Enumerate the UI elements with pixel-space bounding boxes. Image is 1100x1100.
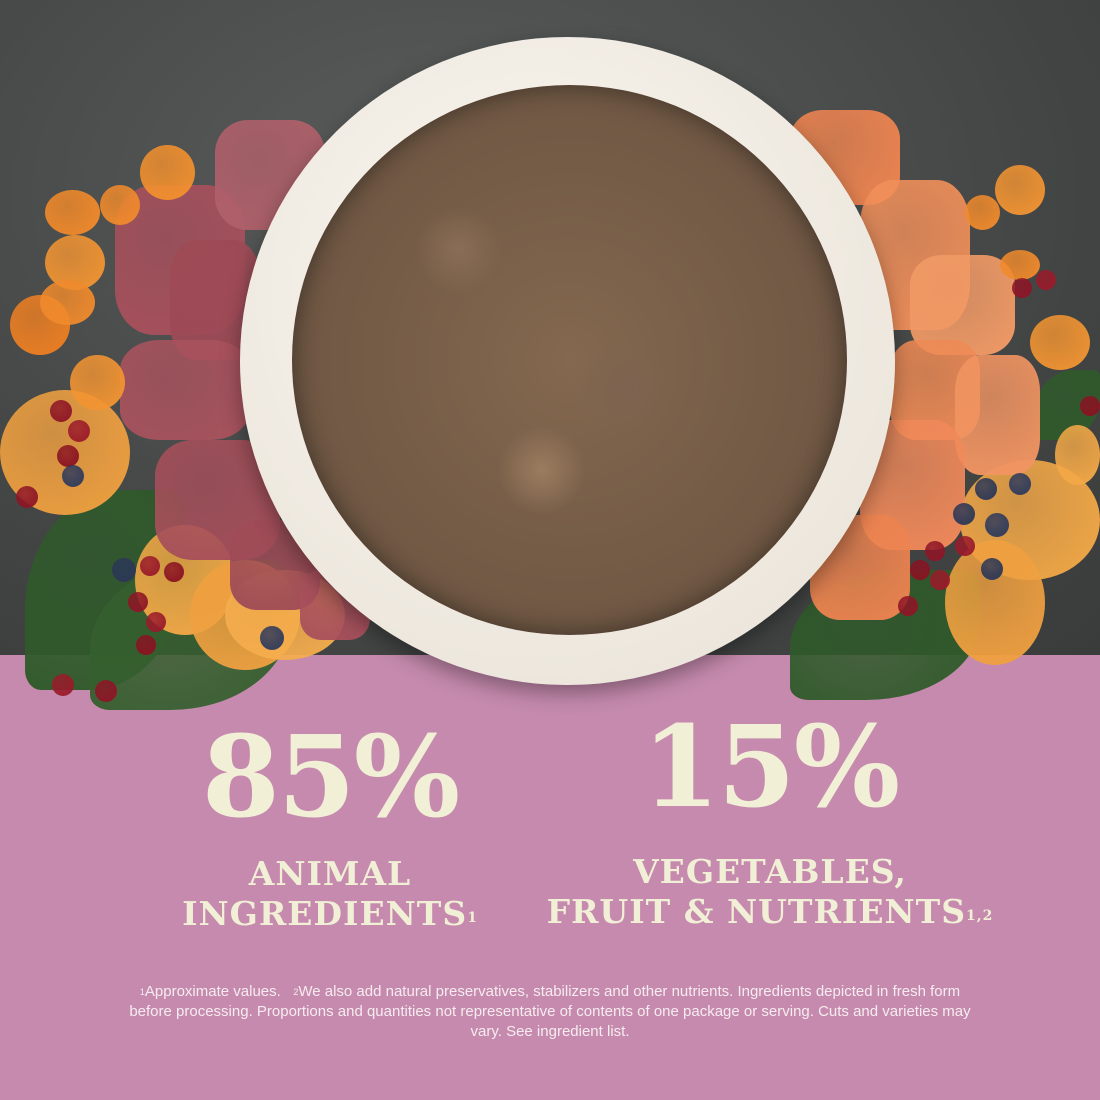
cranberry: [164, 562, 184, 582]
sweet-potato: [1055, 425, 1100, 485]
blueberry: [985, 513, 1009, 537]
footnote-mark: 1: [139, 987, 145, 997]
info-panel: [0, 655, 1100, 1100]
blueberry: [975, 478, 997, 500]
cranberry: [57, 445, 79, 467]
salmon: [910, 255, 1015, 355]
cranberry: [52, 674, 74, 696]
cranberry: [1036, 270, 1056, 290]
carrot: [70, 355, 125, 410]
stat-label-line1: ANIMAL: [248, 854, 412, 893]
cranberry: [910, 560, 930, 580]
blueberry: [260, 626, 284, 650]
cranberry: [930, 570, 950, 590]
stat-label-line1: VEGETABLES,: [633, 852, 907, 891]
carrot: [45, 190, 100, 235]
label-text: FRUIT & NUTRIENTS: [546, 892, 967, 931]
stat-label: ANIMAL INGREDIENTS1: [160, 854, 500, 934]
footnote-1: Approximate values.: [144, 983, 281, 1000]
footnote-ref: 1,2: [966, 908, 994, 924]
cranberry: [1012, 278, 1032, 298]
cranberry: [925, 541, 945, 561]
salmon: [955, 355, 1040, 475]
footnote: 1Approximate values. 2We also add natura…: [120, 982, 980, 1042]
footnote-ref: 1: [467, 910, 478, 926]
carrot: [140, 145, 195, 200]
label-text: INGREDIENTS: [182, 894, 468, 933]
blueberry: [1009, 473, 1031, 495]
blueberry: [112, 558, 136, 582]
blueberry: [981, 558, 1003, 580]
wet-food: [292, 85, 847, 635]
carrot: [995, 165, 1045, 215]
cranberry: [1080, 396, 1100, 416]
cranberry: [136, 635, 156, 655]
carrot: [40, 280, 95, 325]
cranberry: [95, 680, 117, 702]
stat-vegetables: 15% VEGETABLES, FRUIT & NUTRIENTS1,2: [540, 712, 1000, 932]
cranberry: [146, 612, 166, 632]
blueberry: [62, 465, 84, 487]
cranberry: [140, 556, 160, 576]
cranberry: [68, 420, 90, 442]
stat-label-line2: INGREDIENTS1: [160, 894, 500, 934]
stat-animal: 85% ANIMAL INGREDIENTS1: [160, 722, 500, 934]
footnote-2: We also add natural preservatives, stabi…: [129, 983, 971, 1040]
cranberry: [898, 596, 918, 616]
footnote-mark: 2: [293, 987, 299, 997]
carrot: [965, 195, 1000, 230]
cranberry: [16, 486, 38, 508]
carrot: [1030, 315, 1090, 370]
stat-value: 85%: [201, 712, 460, 843]
beef: [120, 340, 250, 440]
stat-value: 15%: [641, 702, 900, 833]
stat-label-line2: FRUIT & NUTRIENTS1,2: [540, 892, 1000, 932]
stat-label: VEGETABLES, FRUIT & NUTRIENTS1,2: [540, 852, 1000, 932]
carrot: [100, 185, 140, 225]
cranberry: [50, 400, 72, 422]
blueberry: [953, 503, 975, 525]
cranberry: [128, 592, 148, 612]
carrot: [1000, 250, 1040, 280]
cranberry: [955, 536, 975, 556]
